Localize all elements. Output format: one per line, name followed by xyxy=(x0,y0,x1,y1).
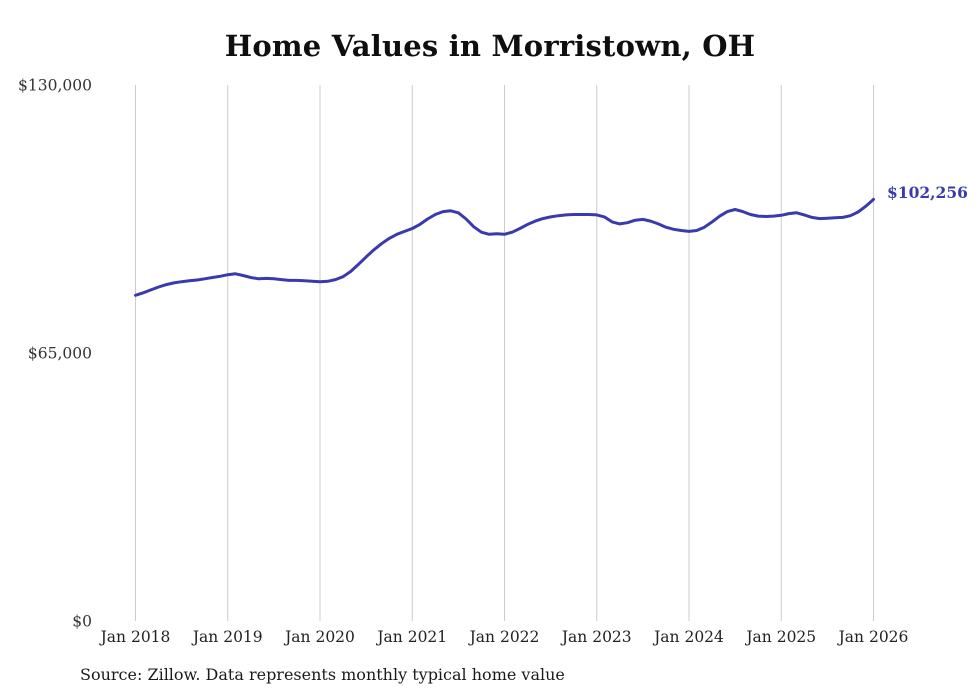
x-tick-label: Jan 2025 xyxy=(744,628,816,646)
chart-title: Home Values in Morristown, OH xyxy=(224,29,756,63)
latest-value-label: $102,256 xyxy=(887,183,968,202)
x-tick-label: Jan 2020 xyxy=(283,628,355,646)
y-tick-label: $130,000 xyxy=(18,77,92,95)
x-tick-label: Jan 2024 xyxy=(652,628,724,646)
x-tick-label: Jan 2018 xyxy=(99,628,171,646)
y-tick-label: $65,000 xyxy=(28,345,92,363)
x-tick-label: Jan 2021 xyxy=(375,628,447,646)
home-value-series-line xyxy=(134,197,875,297)
y-tick-label: $0 xyxy=(72,613,92,631)
x-tick-label: Jan 2023 xyxy=(560,628,632,646)
x-tick-label: Jan 2026 xyxy=(837,628,909,646)
x-tick-label: Jan 2022 xyxy=(468,628,540,646)
source-note: Source: Zillow. Data represents monthly … xyxy=(80,665,565,684)
x-tick-label: Jan 2019 xyxy=(191,628,263,646)
